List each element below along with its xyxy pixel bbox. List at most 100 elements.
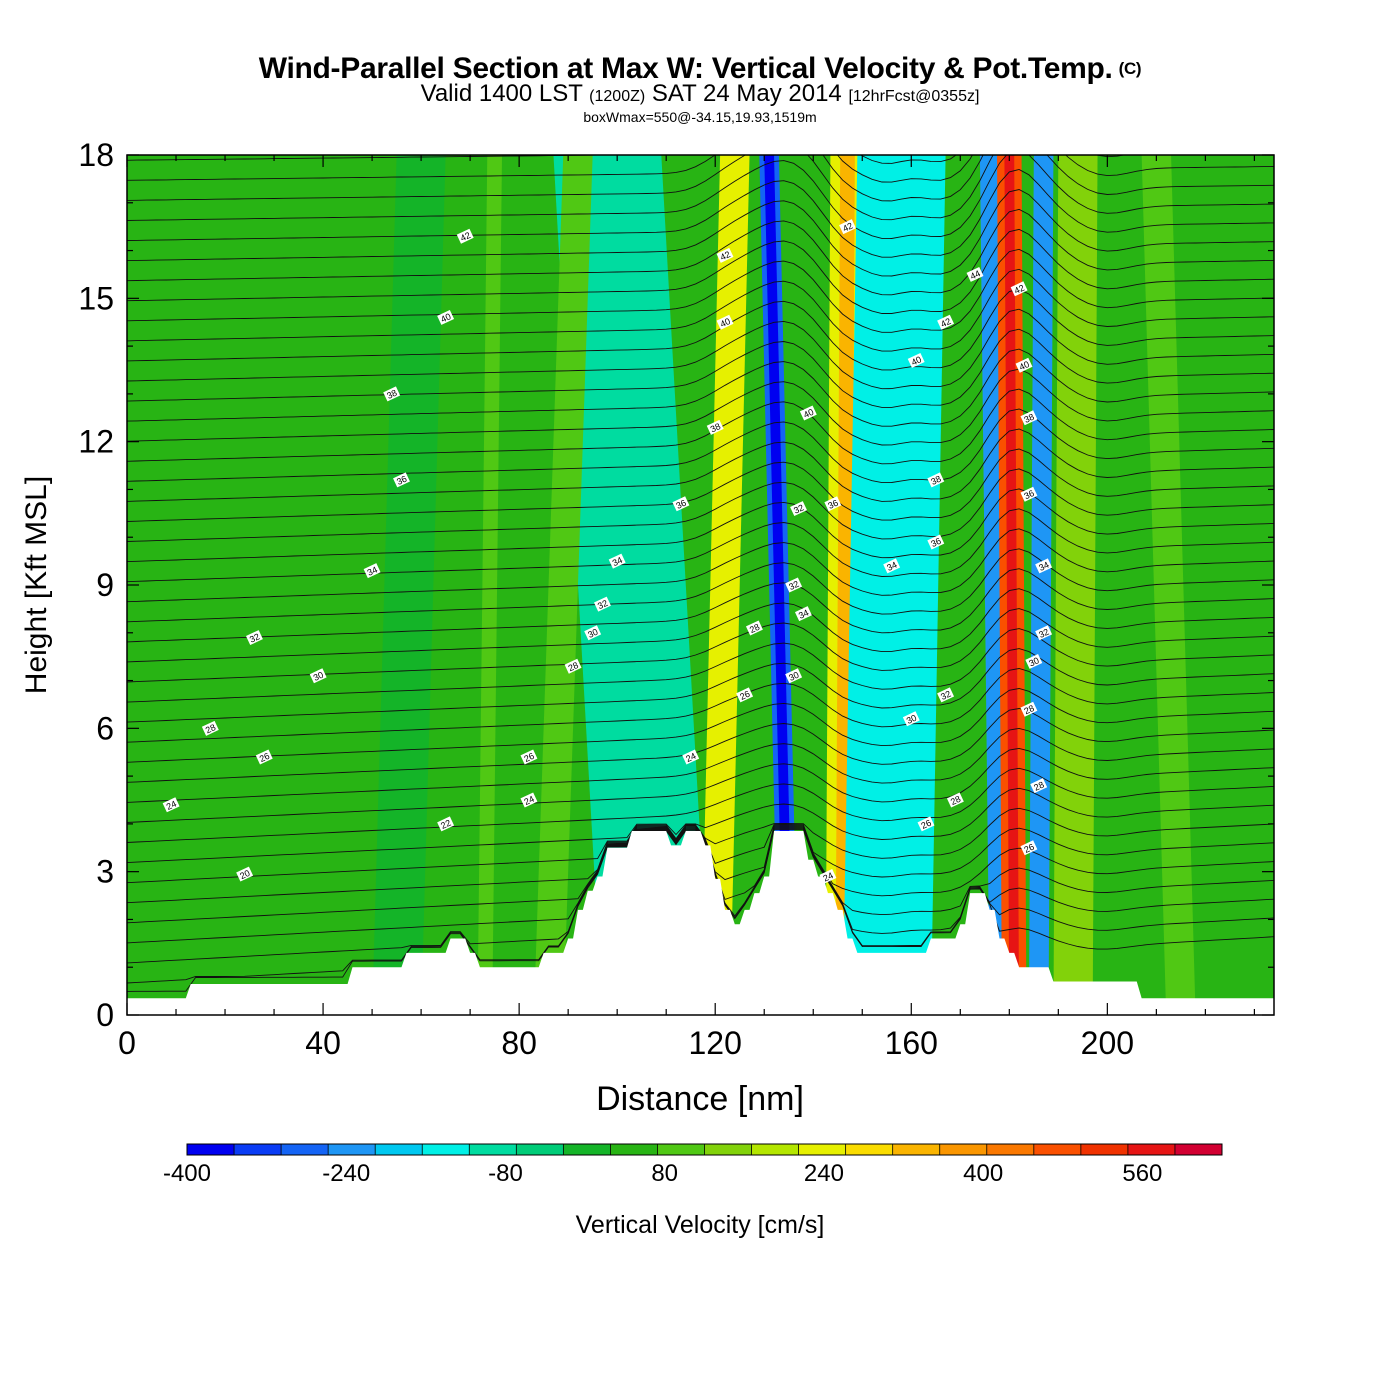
colorbar-swatch <box>704 1144 753 1155</box>
contour-label: 38 <box>1020 410 1038 426</box>
contour-label: 32 <box>1035 625 1053 641</box>
velocity-band <box>1141 155 1196 1015</box>
contour-label-box <box>937 687 955 703</box>
contour-label-box <box>966 266 984 282</box>
contour-label-text: 24 <box>822 870 835 883</box>
contour-label-text: 32 <box>1037 627 1050 640</box>
colorbar-label: Vertical Velocity [cm/s] <box>576 1211 825 1239</box>
contour-label-box <box>236 866 254 882</box>
forecast-info: [12hrFcst@0355z] <box>848 88 980 105</box>
contour-label: 40 <box>716 314 734 330</box>
contour-label-box <box>1020 840 1038 856</box>
contour-label: 30 <box>309 668 327 684</box>
theta-contour-line <box>127 688 1274 763</box>
velocity-band <box>477 155 502 1015</box>
contour-label-text: 26 <box>1022 842 1035 855</box>
theta-contour-line <box>127 308 1274 390</box>
theta-contour-line <box>127 169 1274 258</box>
contour-label: 34 <box>363 563 381 579</box>
theta-contour-line <box>127 30 1274 126</box>
contour-label-box <box>520 749 538 765</box>
colorbar-tick-label: 80 <box>651 1160 678 1187</box>
contour-label: 28 <box>1020 701 1038 717</box>
colorbar-swatch <box>939 1144 988 1155</box>
theta-contour-line <box>127 488 1274 563</box>
theta-contour-line <box>127 668 1274 743</box>
contour-label-text: 24 <box>165 799 178 812</box>
theta-contour-line <box>127 648 1274 723</box>
contour-label-box <box>917 816 935 832</box>
contour-label: 40 <box>907 352 925 368</box>
contour-label-box <box>794 606 812 622</box>
x-tick-label: 120 <box>689 1025 742 1061</box>
contour-label: 30 <box>1025 653 1043 669</box>
colorbar-tick-label: 400 <box>963 1160 1003 1187</box>
contour-label-box <box>1020 410 1038 426</box>
contour-label-box <box>819 868 837 884</box>
contour-label-box <box>1025 653 1043 669</box>
valid-date: SAT 24 May 2014 <box>651 80 842 107</box>
contour-label-text: 38 <box>1022 412 1035 425</box>
velocity-band <box>533 155 593 1015</box>
theta-contour-line <box>127 388 1274 465</box>
colorbar-swatch <box>563 1144 611 1155</box>
y-tick-label: 0 <box>96 997 114 1033</box>
velocity-band <box>764 155 794 1015</box>
contour-label: 30 <box>584 625 602 641</box>
contour-label-text: 40 <box>910 354 923 367</box>
contour-label: 24 <box>520 792 538 808</box>
contour-label-text: 40 <box>802 407 815 420</box>
x-tick-label: 200 <box>1081 1025 1134 1061</box>
x-axis: 0 40 80 120 160 200 <box>118 155 1255 1061</box>
valid-utc: (1200Z) <box>589 88 646 105</box>
contour-label: 26 <box>736 687 754 703</box>
contour-label-text: 28 <box>1022 703 1035 716</box>
colorbar-swatch <box>234 1144 282 1155</box>
contour-label: 40 <box>1015 357 1033 373</box>
contour-label-text: 26 <box>522 751 535 764</box>
contour-label-box <box>799 405 817 421</box>
contour-label-box <box>902 711 920 727</box>
contour-label: 28 <box>564 658 582 674</box>
theta-contour-line <box>127 767 1274 843</box>
contour-label: 42 <box>839 219 857 235</box>
contour-label-box <box>716 314 734 330</box>
contour-label: 34 <box>608 553 626 569</box>
contour-label-box <box>608 553 626 569</box>
colorbar-swatch <box>1174 1144 1223 1155</box>
contour-label: 26 <box>917 816 935 832</box>
contour-label-text: 42 <box>1013 283 1026 296</box>
contour-label-box <box>1020 486 1038 502</box>
theta-contour-line <box>127 228 1274 314</box>
theta-contour-line <box>127 208 1274 296</box>
contour-label-box <box>1015 357 1033 373</box>
contour-label-box <box>946 792 964 808</box>
contour-label-text: 34 <box>1037 560 1050 573</box>
contour-label: 36 <box>393 472 410 488</box>
contour-label-box <box>255 749 273 765</box>
contour-label: 34 <box>883 558 901 574</box>
contour-label: 26 <box>1020 840 1038 856</box>
contour-label-text: 28 <box>204 722 217 735</box>
contour-label: 36 <box>824 496 842 512</box>
contour-label-text: 36 <box>1022 488 1035 501</box>
contour-label: 28 <box>946 792 964 808</box>
x-tick-label: 160 <box>885 1025 938 1061</box>
contour-label-text: 30 <box>586 627 599 640</box>
contour-label-box <box>393 472 410 488</box>
contour-label-text: 32 <box>248 631 261 644</box>
contour-label: 42 <box>1010 281 1028 297</box>
contour-label-text: 30 <box>905 713 918 726</box>
contour-label-text: 42 <box>459 230 472 243</box>
velocity-band <box>1053 155 1098 1015</box>
colorbar-swatch <box>281 1144 329 1155</box>
colorbar: -400 -240 -80 80 240 400 560 <box>163 1143 1223 1187</box>
contour-label: 20 <box>236 866 254 882</box>
contour-label-text: 42 <box>719 249 732 262</box>
valid-time: Valid 1400 LST <box>420 80 583 107</box>
theta-contour-line <box>127 468 1274 542</box>
contour-label-box <box>937 314 955 330</box>
contour-label-box <box>824 496 842 512</box>
